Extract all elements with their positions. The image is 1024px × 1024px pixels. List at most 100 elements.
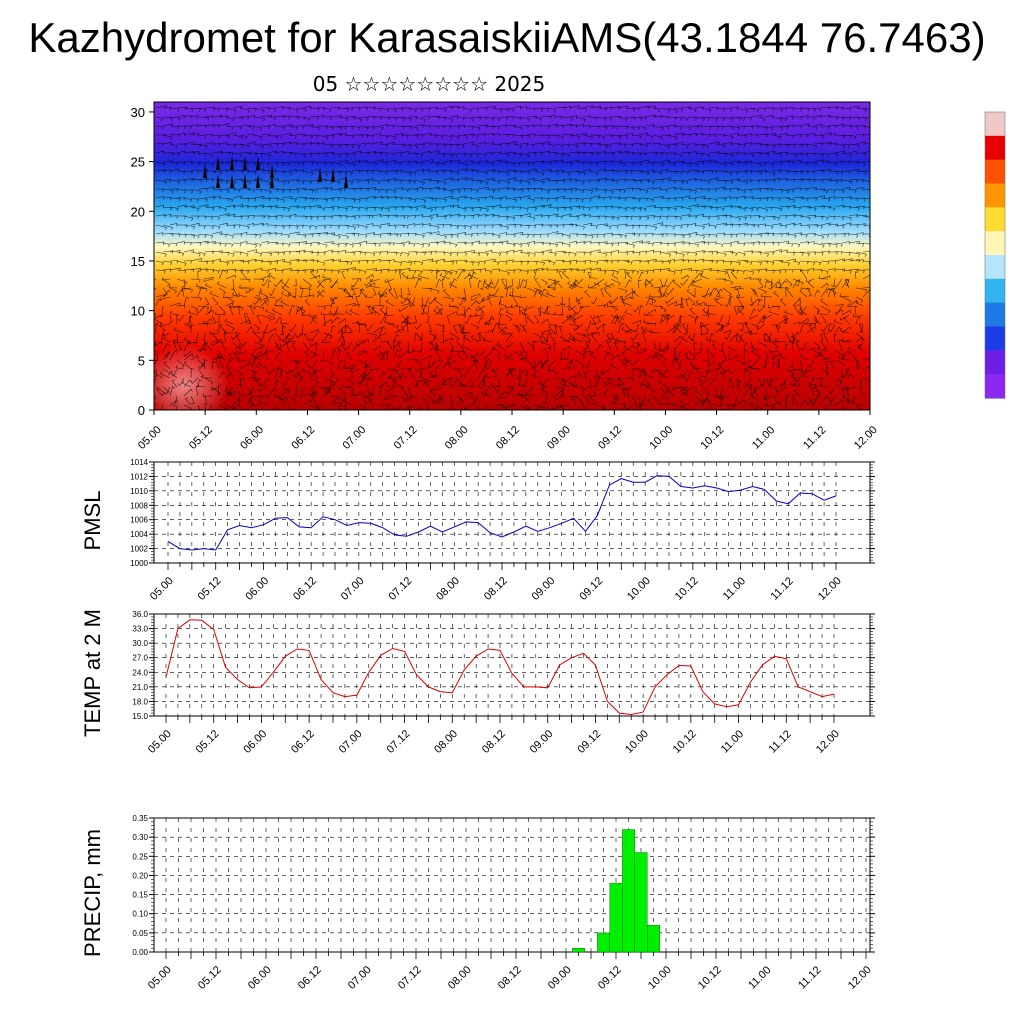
colorbar-swatch <box>985 245 1005 251</box>
pmsl-xtick-label: 09.00 <box>530 575 558 603</box>
heatmap-ytick-label: 20 <box>131 204 145 219</box>
temp-xtick-label: 05.00 <box>146 728 174 756</box>
pmsl-xtick-label: 07.00 <box>339 575 367 603</box>
temp-ytick-label: 15.0 <box>132 712 148 721</box>
heatmap-ytick-label: 15 <box>131 254 145 269</box>
precip-xtick-label: 08.12 <box>496 964 524 992</box>
colorbar-swatch <box>985 250 1005 256</box>
colorbar-swatch <box>985 350 1005 356</box>
temp-xtick-label: 11.12 <box>766 728 793 755</box>
pmsl-ytick-label: 1010 <box>130 487 148 496</box>
precip-ytick-label: 0.15 <box>132 891 148 900</box>
temp-xtick-label: 08.12 <box>480 728 508 756</box>
heatmap-xtick-label: 07.12 <box>392 424 420 452</box>
colorbar-swatch <box>985 145 1005 151</box>
heatmap-xtick-label: 09.00 <box>545 424 573 452</box>
chart-title: Kazhydromet for KarasaiskiiAMS(43.1844 7… <box>28 14 986 61</box>
temp-xtick-label: 12.00 <box>814 728 842 756</box>
heatmap-ytick-label: 25 <box>131 155 145 170</box>
temp-xtick-label: 06.12 <box>289 728 317 756</box>
temp-series-line <box>165 619 835 716</box>
heatmap-ytick-label: 30 <box>131 105 145 120</box>
temp-xtick-label: 10.12 <box>671 728 699 756</box>
precip-ytick-label: 0.05 <box>132 929 148 938</box>
colorbar-swatch <box>985 164 1005 170</box>
heatmap-ytick-label: 10 <box>131 304 145 319</box>
temp-xtick-label: 11.00 <box>719 728 746 755</box>
colorbar-swatch <box>985 112 1005 118</box>
pmsl-xtick-label: 12.00 <box>816 575 844 603</box>
colorbar-swatch <box>985 154 1005 161</box>
colorbar-swatch <box>985 202 1005 208</box>
pmsl-ytick-label: 1014 <box>130 458 148 467</box>
pmsl-ytick-label: 1002 <box>130 545 148 554</box>
pmsl-xtick-label: 10.12 <box>673 575 701 603</box>
heatmap-warm-spot <box>154 345 229 410</box>
pmsl-ytick-label: 1012 <box>130 472 148 481</box>
heatmap-field <box>154 102 870 410</box>
temp-ytick-label: 27.0 <box>132 654 148 663</box>
colorbar-swatch <box>985 255 1005 261</box>
colorbar-swatch <box>985 193 1005 199</box>
pmsl-series-line <box>167 475 837 551</box>
precip-bar <box>572 948 585 953</box>
colorbar-swatch <box>985 226 1005 232</box>
precip-xtick-label: 10.00 <box>646 964 674 992</box>
temp-ytick-label: 33.0 <box>132 625 148 634</box>
precip-xtick-label: 12.00 <box>846 964 874 992</box>
colorbar-swatch <box>985 383 1005 390</box>
pmsl-ytick-label: 1004 <box>130 530 148 539</box>
pmsl-xtick-label: 11.12 <box>768 575 795 602</box>
precip-ytick-label: 0.20 <box>132 871 148 880</box>
pmsl-xtick-label: 11.00 <box>721 575 748 602</box>
precip-xtick-label: 09.12 <box>596 964 624 992</box>
colorbar-swatch <box>985 221 1005 227</box>
precip-ylabel: PRECIP, mm <box>80 829 105 957</box>
colorbar-swatch <box>985 283 1005 289</box>
colorbar-swatch <box>985 188 1005 194</box>
heatmap-ytick-label: 5 <box>138 353 145 368</box>
precip-ytick-label: 0.25 <box>132 852 148 861</box>
chart-subtitle: 05 ☆☆☆☆☆☆☆☆ 2025 <box>312 72 546 96</box>
temp-xtick-label: 10.00 <box>623 728 651 756</box>
temp-ytick-label: 18.0 <box>132 697 148 706</box>
colorbar-swatch <box>985 359 1005 366</box>
colorbar-swatch <box>985 121 1005 127</box>
temp-ytick-label: 36.0 <box>132 610 148 619</box>
precip-ytick-label: 0.10 <box>132 910 148 919</box>
colorbar-swatch <box>985 374 1005 380</box>
pmsl-xtick-label: 06.12 <box>291 575 319 603</box>
heatmap-xtick-label: 07.00 <box>340 424 368 452</box>
pmsl-xtick-label: 10.00 <box>625 575 653 603</box>
heatmap-xtick-label: 08.12 <box>494 424 522 452</box>
colorbar-swatch <box>985 140 1005 146</box>
heatmap-xtick-label: 08.00 <box>443 424 471 452</box>
heatmap-xtick-label: 09.12 <box>596 424 624 452</box>
pmsl-xtick-label: 06.00 <box>243 575 271 603</box>
precip-xtick-label: 06.00 <box>246 964 274 992</box>
colorbar-swatch <box>985 116 1005 123</box>
colorbar-swatch <box>985 212 1005 218</box>
colorbar-swatch <box>985 264 1005 270</box>
colorbar-swatch <box>985 355 1005 361</box>
precip-ytick-label: 0.00 <box>132 948 148 957</box>
heatmap-xtick-label: 06.12 <box>289 424 317 452</box>
colorbar-swatch <box>985 316 1005 323</box>
precip-bar <box>597 932 610 953</box>
heatmap-xtick-label: 06.00 <box>238 424 266 452</box>
colorbar-swatch <box>985 393 1005 399</box>
precip-xtick-label: 05.12 <box>196 964 224 992</box>
precip-xtick-label: 11.00 <box>746 964 773 991</box>
colorbar-swatch <box>985 240 1005 247</box>
colorbar-swatch <box>985 307 1005 313</box>
colorbar-frame <box>984 111 1006 399</box>
heatmap-xtick-label: 05.00 <box>136 424 164 452</box>
temp-xtick-label: 06.00 <box>241 728 269 756</box>
colorbar-swatch <box>985 197 1005 204</box>
colorbar-swatch <box>985 216 1005 223</box>
heatmap-xtick-label: 12.00 <box>852 424 880 452</box>
temp-ytick-label: 30.0 <box>132 639 148 648</box>
pmsl-xtick-label: 08.12 <box>482 575 510 603</box>
colorbar-swatch <box>985 135 1005 142</box>
